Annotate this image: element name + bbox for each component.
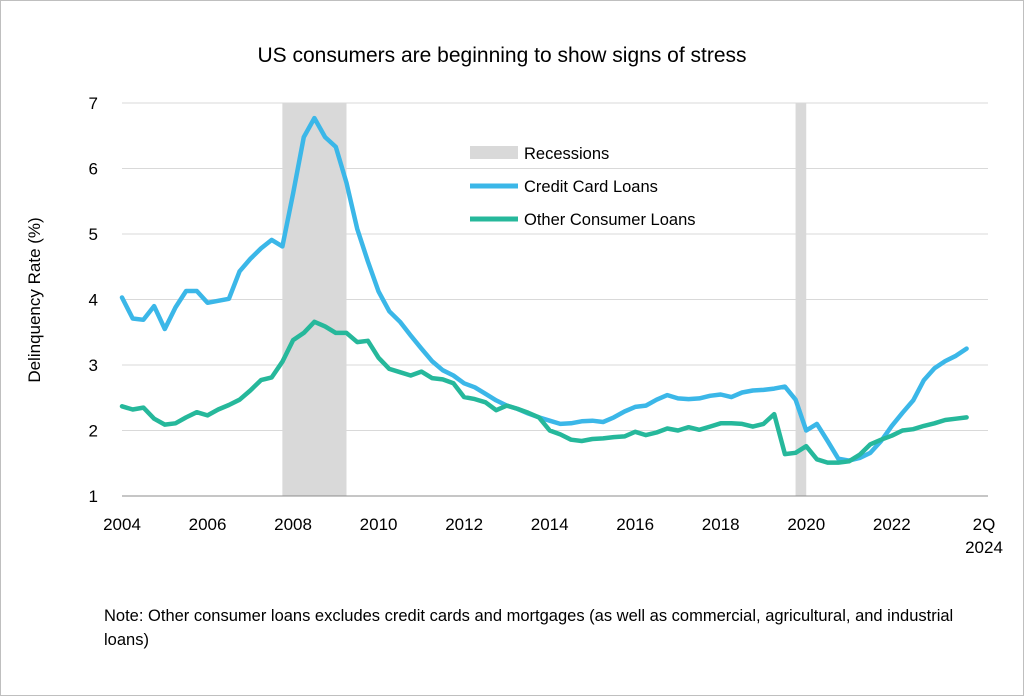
legend-label-credit-card: Credit Card Loans: [524, 178, 658, 196]
x-tick-label: 2006: [189, 515, 227, 534]
x-tick-label: 2004: [103, 515, 141, 534]
x-tick-label: 2022: [873, 515, 911, 534]
y-axis-ticks: 1 2 3 4 5 6 7: [89, 94, 98, 506]
series-lines: [119, 115, 969, 465]
x-tick-label: 2012: [445, 515, 483, 534]
x-tick-label: 2008: [274, 515, 312, 534]
x-tick-label: 2020: [787, 515, 825, 534]
other-consumer-line: [119, 319, 969, 465]
chart-note: Note: Other consumer loans excludes cred…: [104, 607, 954, 649]
y-tick-label: 7: [89, 94, 98, 113]
legend-swatch-recessions: [470, 146, 518, 159]
chart-title: US consumers are beginning to show signs…: [257, 44, 746, 67]
y-axis-label: Delinquency Rate (%): [25, 217, 44, 382]
x-tick-label: 2024: [965, 538, 1003, 557]
x-tick-label: 2018: [702, 515, 740, 534]
y-tick-label: 2: [89, 422, 98, 441]
y-tick-label: 1: [89, 487, 98, 506]
x-tick-label: 2016: [616, 515, 654, 534]
y-tick-label: 5: [89, 225, 98, 244]
gridlines: [122, 102, 988, 497]
x-tick-label: 2Q: [973, 515, 996, 534]
x-tick-label: 2010: [360, 515, 398, 534]
legend: Recessions Credit Card Loans Other Consu…: [470, 145, 696, 229]
x-tick-label: 2014: [531, 515, 569, 534]
credit-card-line: [119, 115, 969, 463]
y-tick-label: 6: [89, 160, 98, 179]
legend-label-other-consumer: Other Consumer Loans: [524, 211, 696, 229]
y-tick-label: 3: [89, 356, 98, 375]
legend-label-recessions: Recessions: [524, 145, 609, 163]
y-tick-label: 4: [89, 291, 98, 310]
x-axis-ticks: 2004 2006 2008 2010 2012 2014 2016 2018 2020 2022…: [103, 515, 1003, 557]
